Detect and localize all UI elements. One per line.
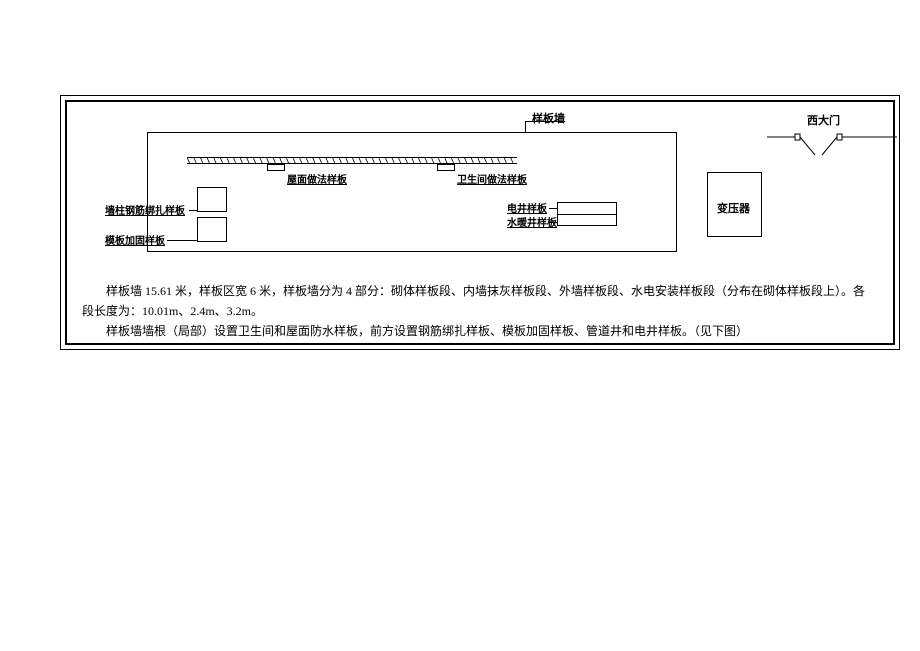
page-outer-frame: 样板墙 屋面做法样板 卫生间做法样板 墙柱钢筋绑扎样板 模板加固样板 电井样板 …	[60, 95, 900, 350]
column-rebar-box	[197, 187, 227, 212]
leader-formwork	[167, 240, 197, 241]
para-3: 样板墙墙根（局部）设置卫生间和屋面防水样板，前方设置钢筋绑扎样板、模板加固样板、…	[82, 322, 748, 341]
page-inner-frame: 样板墙 屋面做法样板 卫生间做法样板 墙柱钢筋绑扎样板 模板加固样板 电井样板 …	[65, 100, 895, 345]
label-elec-shaft: 电井样板	[507, 200, 547, 215]
label-roof-sample: 屋面做法样板	[287, 171, 347, 186]
west-gate	[767, 122, 897, 162]
label-west-gate: 西大门	[807, 112, 840, 128]
label-top-title: 样板墙	[532, 110, 565, 126]
para-1: 样板墙 15.61 米，样板区宽 6 米，样板墙分为 4 部分：砌体样板段、内墙…	[82, 282, 865, 301]
roof-sample-box	[267, 164, 285, 171]
shaft-pair-divider	[557, 214, 617, 215]
leader-elec-shaft	[549, 208, 557, 209]
label-bathroom-sample: 卫生间做法样板	[457, 171, 527, 186]
label-transformer: 变压器	[717, 200, 750, 216]
leader-column-rebar	[189, 210, 197, 211]
diagram-canvas: 样板墙 屋面做法样板 卫生间做法样板 墙柱钢筋绑扎样板 模板加固样板 电井样板 …	[67, 102, 893, 343]
label-formwork: 模板加固样板	[105, 232, 165, 247]
sample-wall-bar	[187, 157, 517, 165]
leader-top-title-h	[525, 121, 565, 122]
label-column-rebar: 墙柱钢筋绑扎样板	[105, 202, 185, 217]
para-2: 段长度为：10.01m、2.4m、3.2m。	[82, 302, 263, 321]
bathroom-sample-box	[437, 164, 455, 171]
leader-water-shaft	[549, 222, 557, 223]
formwork-box	[197, 217, 227, 242]
